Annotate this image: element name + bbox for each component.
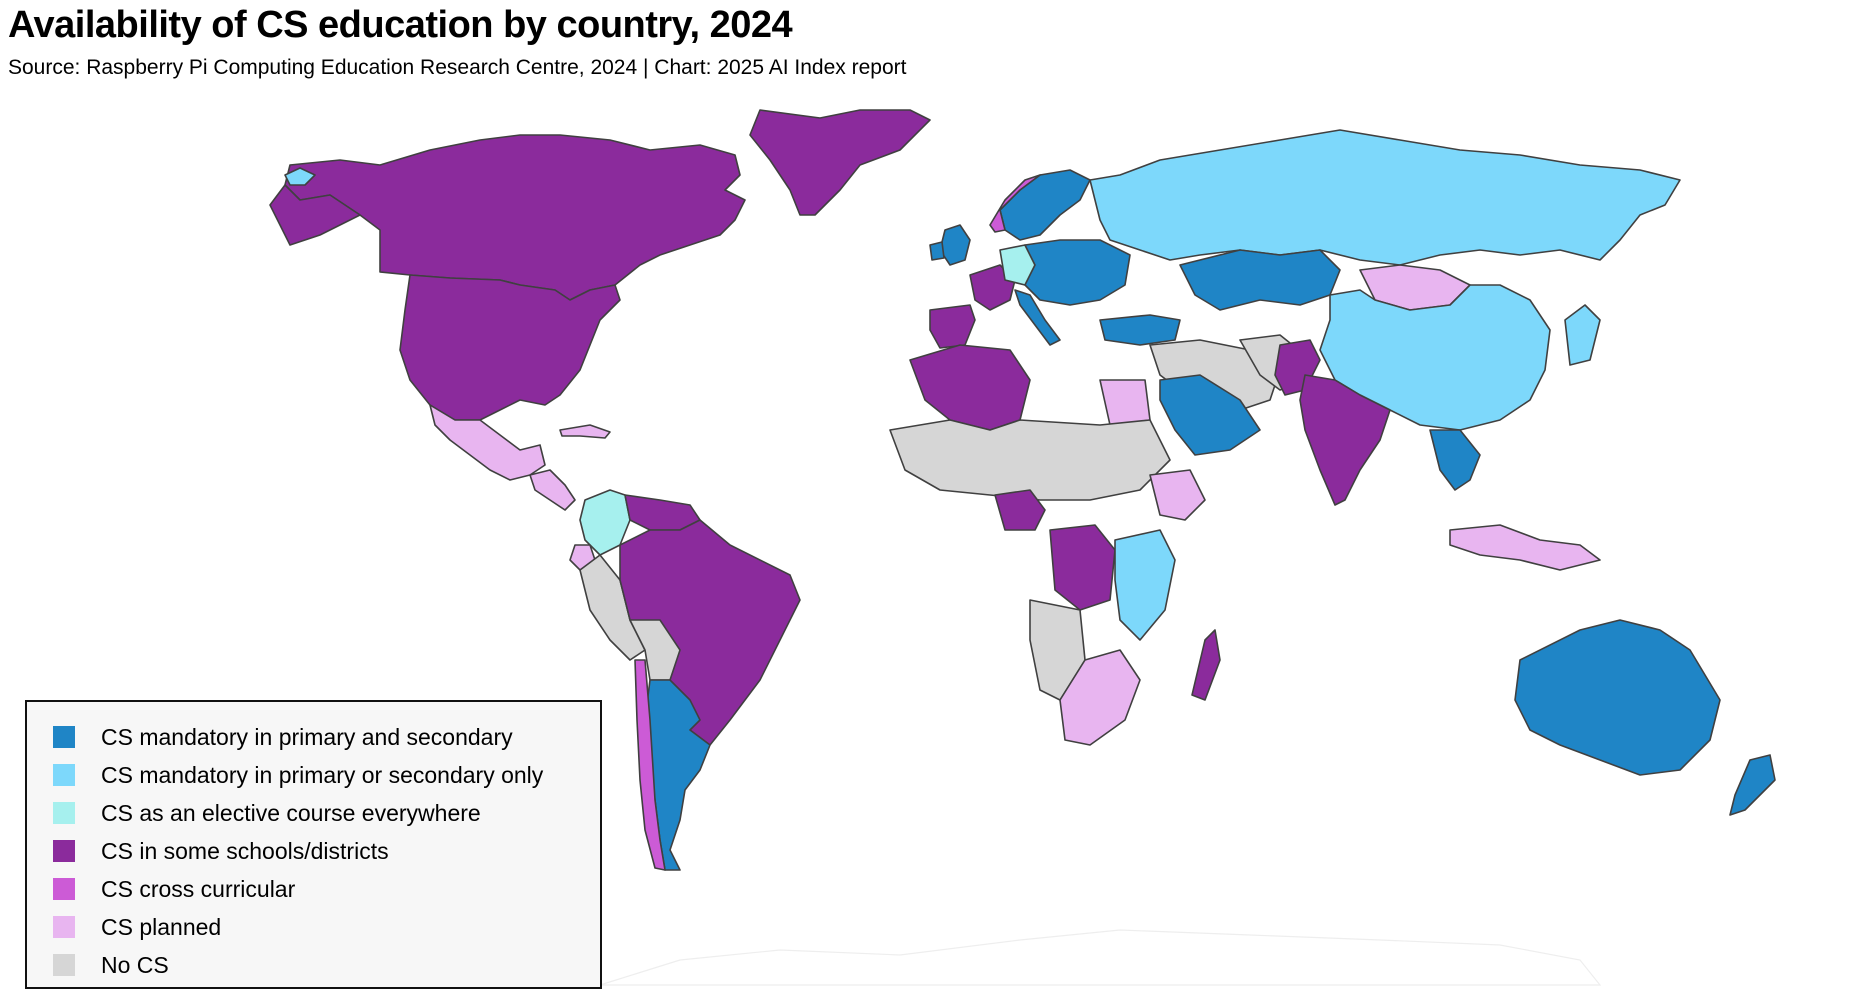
region-iberia — [929, 304, 976, 349]
chart-subtitle: Source: Raspberry Pi Computing Education… — [8, 56, 907, 79]
region-central-europe — [1024, 239, 1131, 306]
chart-title: Availability of CS education by country,… — [8, 4, 793, 46]
region-norway — [989, 174, 1041, 233]
legend-label: No CS — [101, 951, 169, 978]
legend-swatch — [53, 764, 75, 786]
region-scandinavia — [999, 169, 1091, 241]
region-india — [1299, 374, 1391, 506]
region-new-zealand — [1729, 754, 1776, 816]
legend-swatch — [53, 726, 75, 748]
legend-item: CS planned — [53, 908, 600, 946]
legend-swatch — [53, 840, 75, 862]
region-cuba — [559, 424, 611, 439]
region-sahel — [889, 419, 1171, 501]
region-central-america — [529, 469, 576, 511]
region-drc — [1049, 524, 1116, 611]
legend: CS mandatory in primary and secondary CS… — [25, 700, 602, 989]
legend-item: CS mandatory in primary and secondary — [53, 718, 600, 756]
region-chile — [634, 659, 666, 871]
region-kazakhstan — [1179, 249, 1341, 311]
region-antarctica — [599, 929, 1602, 986]
legend-label: CS cross curricular — [101, 875, 296, 902]
region-canada — [284, 134, 746, 301]
legend-label: CS as an elective course everywhere — [101, 799, 481, 826]
region-greenland — [749, 109, 931, 216]
legend-item: CS as an elective course everywhere — [53, 794, 600, 832]
region-southeast-asia — [1429, 429, 1481, 491]
region-australia — [1514, 619, 1721, 776]
region-nigeria — [994, 489, 1046, 531]
region-north-africa-west — [909, 344, 1031, 431]
legend-item: CS cross curricular — [53, 870, 600, 908]
region-indonesia — [1449, 524, 1601, 571]
legend-swatch — [53, 954, 75, 976]
legend-item: CS in some schools/districts — [53, 832, 600, 870]
region-mexico — [429, 404, 546, 481]
region-italy — [1014, 289, 1061, 346]
region-korea-japan — [1564, 304, 1601, 366]
legend-item: CS mandatory in primary or secondary onl… — [53, 756, 600, 794]
legend-label: CS mandatory in primary or secondary onl… — [101, 761, 544, 788]
region-ethiopia — [1149, 469, 1206, 521]
legend-swatch — [53, 802, 75, 824]
region-madagascar — [1191, 629, 1221, 701]
region-alaska — [269, 184, 361, 246]
region-east-africa — [1114, 529, 1176, 641]
region-turkey — [1099, 314, 1181, 346]
region-russia — [1089, 129, 1681, 266]
legend-swatch — [53, 916, 75, 938]
region-usa — [399, 274, 621, 421]
region-uk — [939, 224, 971, 266]
region-iceland — [284, 167, 316, 186]
region-ireland — [929, 241, 945, 261]
legend-label: CS in some schools/districts — [101, 837, 389, 864]
legend-item: No CS — [53, 946, 600, 984]
legend-swatch — [53, 878, 75, 900]
legend-label: CS mandatory in primary and secondary — [101, 723, 513, 750]
region-southern-africa — [1059, 649, 1141, 746]
legend-label: CS planned — [101, 913, 222, 940]
region-egypt — [1099, 379, 1151, 426]
region-saudi-arabia — [1159, 374, 1261, 456]
